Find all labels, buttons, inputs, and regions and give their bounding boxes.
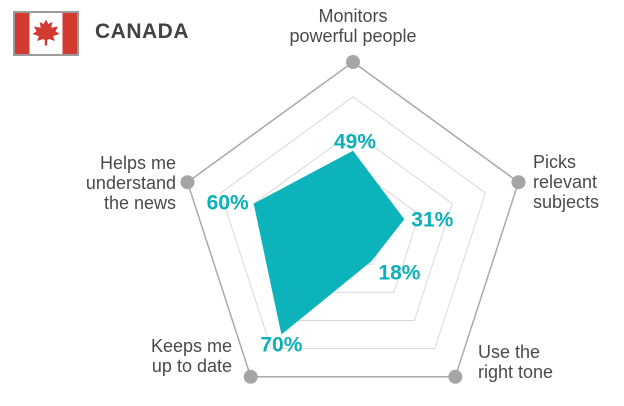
value-label-helps-me-understand-the-news: 60%: [207, 192, 249, 215]
flag-left-band: [13, 11, 30, 56]
vertex-dot-helps-me-understand-the-news: [180, 175, 195, 190]
vertex-dot-use-the-right-tone: [448, 369, 463, 384]
axis-label-monitors-powerful-people: Monitors powerful people: [289, 6, 417, 46]
grid-ring-80: [220, 96, 486, 350]
value-label-keeps-me-up-to-date: 70%: [260, 334, 302, 357]
value-label-picks-relevant-subjects: 31%: [411, 208, 453, 231]
axis-label-keeps-me-up-to-date: Keeps me up to date: [150, 336, 232, 376]
value-label-use-the-right-tone: 18%: [378, 261, 420, 284]
canada-flag-svg: [13, 11, 79, 56]
axis-label-use-the-right-tone: Use the right tone: [478, 342, 554, 382]
maple-leaf-icon: [32, 19, 60, 46]
country-title: CANADA: [95, 20, 189, 43]
grid-ring-60: [253, 130, 453, 321]
canada-flag-icon: [13, 11, 79, 56]
flag-border: [13, 11, 79, 56]
vertex-dot-monitors-powerful-people: [346, 55, 360, 69]
data-polygon: [253, 150, 405, 335]
value-label-monitors-powerful-people: 49%: [334, 131, 376, 154]
vertex-dot-picks-relevant-subjects: [511, 175, 526, 190]
flag-right-band: [62, 11, 79, 56]
grid-ring-100: [186, 61, 520, 378]
axis-label-picks-relevant-subjects: Picks relevant subjects: [533, 152, 600, 212]
vertex-dot-keeps-me-up-to-date: [243, 369, 258, 384]
axis-label-helps-me-understand-the-news: Helps me understand the news: [85, 153, 176, 213]
